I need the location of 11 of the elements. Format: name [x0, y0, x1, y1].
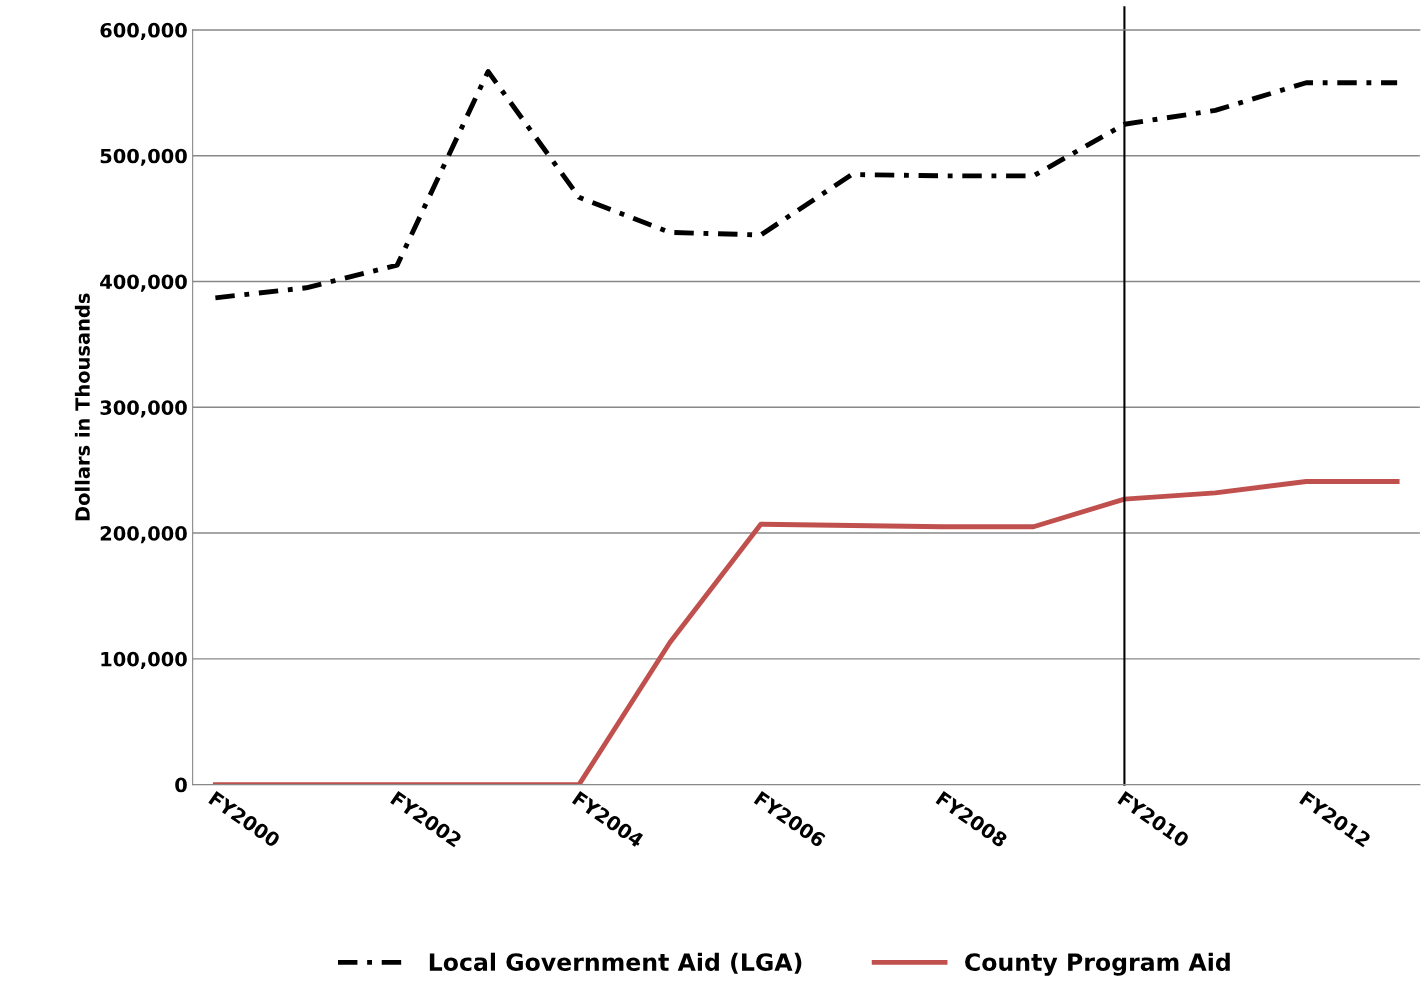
y-tick-label: 600,000	[100, 22, 187, 41]
y-tick-label: 300,000	[100, 400, 187, 418]
legend-label: Local Government Aid (LGA)	[429, 952, 802, 974]
y-tick-label: 500,000	[100, 148, 187, 166]
legend-label: County Program Aid	[965, 952, 1230, 976]
y-tick-label: 100,000	[101, 651, 187, 669]
y-tick-label: 0	[175, 777, 187, 793]
y-axis-title: Dollars in Thousands	[74, 293, 90, 521]
y-tick-label: 400,000	[100, 274, 187, 292]
line-series	[212, 479, 1400, 785]
y-tick-label: 200,000	[100, 526, 187, 544]
